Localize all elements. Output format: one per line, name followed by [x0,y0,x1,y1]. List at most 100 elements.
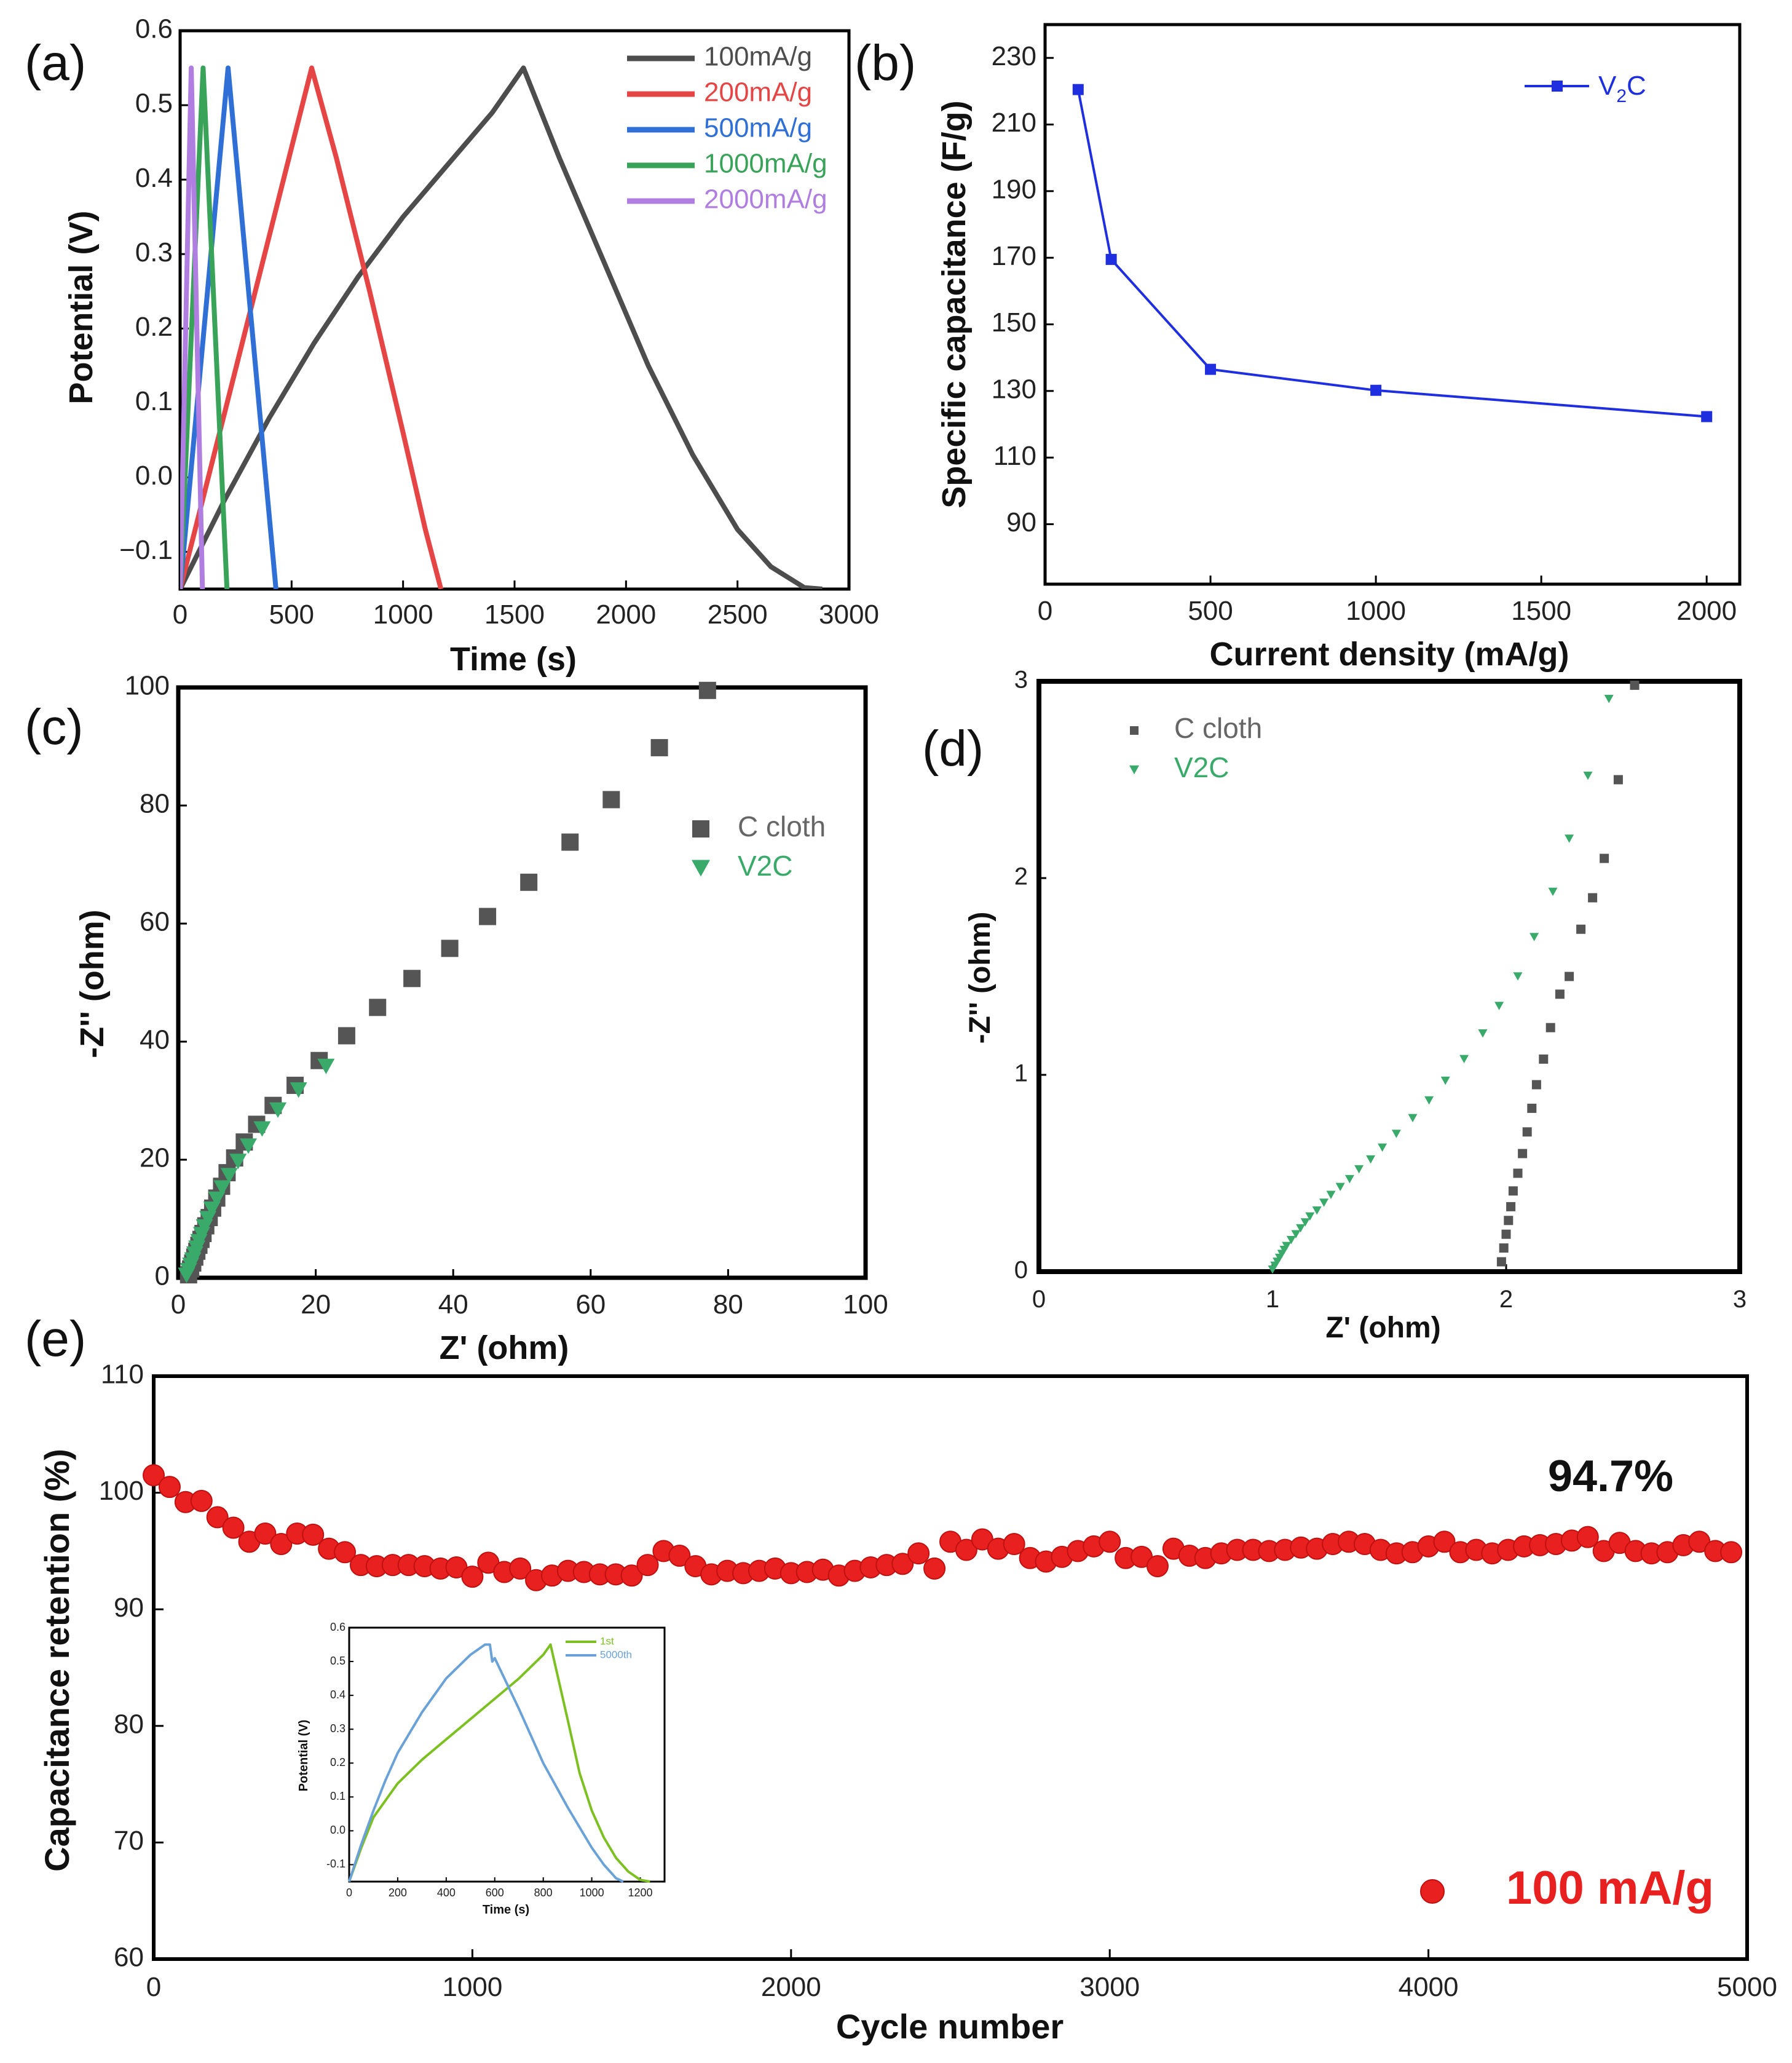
data-point [270,1533,293,1556]
data-point [1440,1076,1450,1085]
x-tick-label: 1000 [442,1972,502,2002]
y-tick-label: 0.1 [135,386,173,416]
legend-marker [1130,726,1139,735]
data-point [190,1489,213,1512]
data-point [1513,972,1523,981]
panel-a: 0 500 1000 1500 2000 2500 3000 −0.1 0.0 0.1 0.2 0.3… [25,14,879,678]
data-point [1513,1168,1523,1178]
data-point [1354,1165,1364,1174]
data-point [403,970,421,988]
panel-label: (b) [855,35,916,91]
y-tick-label: 60 [114,1942,144,1973]
legend-marker [1420,1879,1445,1904]
data-point [1366,1155,1376,1164]
x-tick-label: 400 [437,1887,456,1899]
legend-label: C cloth [1174,712,1262,744]
x-axis-label: Time (s) [450,641,577,678]
x-tick-label: 3 [1733,1286,1747,1313]
x-tick-label: 5000 [1717,1972,1777,2002]
y-tick-label: 0.2 [135,312,173,342]
x-tick-label: 0 [1038,596,1052,626]
series-line [180,65,230,589]
panel-d: 0 1 2 3 0 1 2 3 Z' (ohm) -Z'' (ohm) (d) C cloth V2C [922,667,1747,1344]
y-tick-label: 20 [140,1143,170,1173]
data-point [461,1566,484,1588]
data-point [206,1506,229,1529]
data-point [1504,1216,1514,1226]
y-tick-label: 0.5 [330,1655,345,1667]
x-tick-label: 1 [1266,1286,1279,1313]
data-point [1296,1224,1306,1233]
y-tick-label: 0.4 [135,163,173,193]
data-point [1072,84,1084,95]
legend-label: 1st [600,1635,614,1647]
data-point [1583,771,1593,780]
y-tick-label: 100 [125,671,170,701]
y-tick-label: 80 [140,789,170,819]
y-tick-label: 90 [114,1593,144,1623]
x-tick-label: 20 [301,1289,331,1320]
x-tick-label: 1500 [1511,596,1571,626]
x-tick-label: 800 [534,1887,553,1899]
x-tick-label: 0 [173,600,187,630]
data-point [1576,1526,1599,1548]
data-point [213,1180,231,1196]
data-point [337,1027,355,1045]
x-axis-label: Z' (ohm) [1325,1312,1440,1344]
data-point [1326,1190,1336,1199]
axes-frame [1043,23,1742,586]
data-point [222,1516,245,1539]
series-line [348,1643,650,1883]
y-tick-label: 0.5 [135,89,173,119]
data-point [1003,1533,1025,1556]
data-point [1099,1530,1121,1553]
x-tick-label: 0 [171,1289,186,1320]
y-tick-label: 210 [992,108,1036,138]
panel-e-inset: 0 200 400 600 800 1000 1200 -0.1 0.0 0.1 0.2 0.3 0.4… [297,1621,666,1917]
series-line [180,65,205,589]
data-point [317,1058,335,1074]
y-tick-label: 0.0 [135,461,173,491]
y-axis-label: Specific capacitance (F/g) [936,100,973,508]
data-point [1576,924,1586,934]
data-point [220,1168,238,1184]
y-tick-label: 130 [992,374,1036,404]
y-tick-label: 0 [1014,1257,1028,1284]
data-point [1300,1218,1310,1227]
data-point [1545,1023,1555,1032]
data-point [1499,1243,1509,1253]
data-point [1105,253,1117,265]
data-point [1506,1202,1516,1211]
data-point [369,999,387,1016]
x-tick-label: 0 [346,1887,352,1899]
data-point [1478,1029,1488,1038]
data-point [1433,1530,1456,1553]
legend-label: 2000mA/g [704,184,827,215]
data-point [1548,887,1558,897]
data-point [698,681,716,699]
data-point [891,1553,914,1575]
series-line [180,65,278,589]
legend-marker [1129,765,1139,775]
data-point [1286,1236,1296,1245]
y-axis-label: Capacitance retention (%) [37,1449,76,1872]
data-point [1527,1103,1537,1113]
x-tick-label: 0 [146,1972,161,2002]
legend-label: 100 mA/g [1506,1862,1714,1914]
x-tick-label: 60 [575,1289,606,1320]
data-point [668,1544,691,1567]
data-point [620,1564,643,1587]
data-point [441,940,459,957]
series-line [348,1643,624,1883]
data-point [1378,1143,1387,1152]
data-point [636,1554,659,1577]
y-axis-label: -Z'' (ohm) [74,909,111,1058]
data-point [1539,1054,1549,1064]
x-tick-label: 1500 [484,600,545,630]
x-tick-label: 500 [1188,596,1233,626]
legend-label: 1000mA/g [704,149,827,179]
data-point [1344,1174,1354,1184]
x-tick-label: 40 [438,1289,468,1320]
data-point [1335,1182,1345,1192]
data-point [602,791,620,809]
